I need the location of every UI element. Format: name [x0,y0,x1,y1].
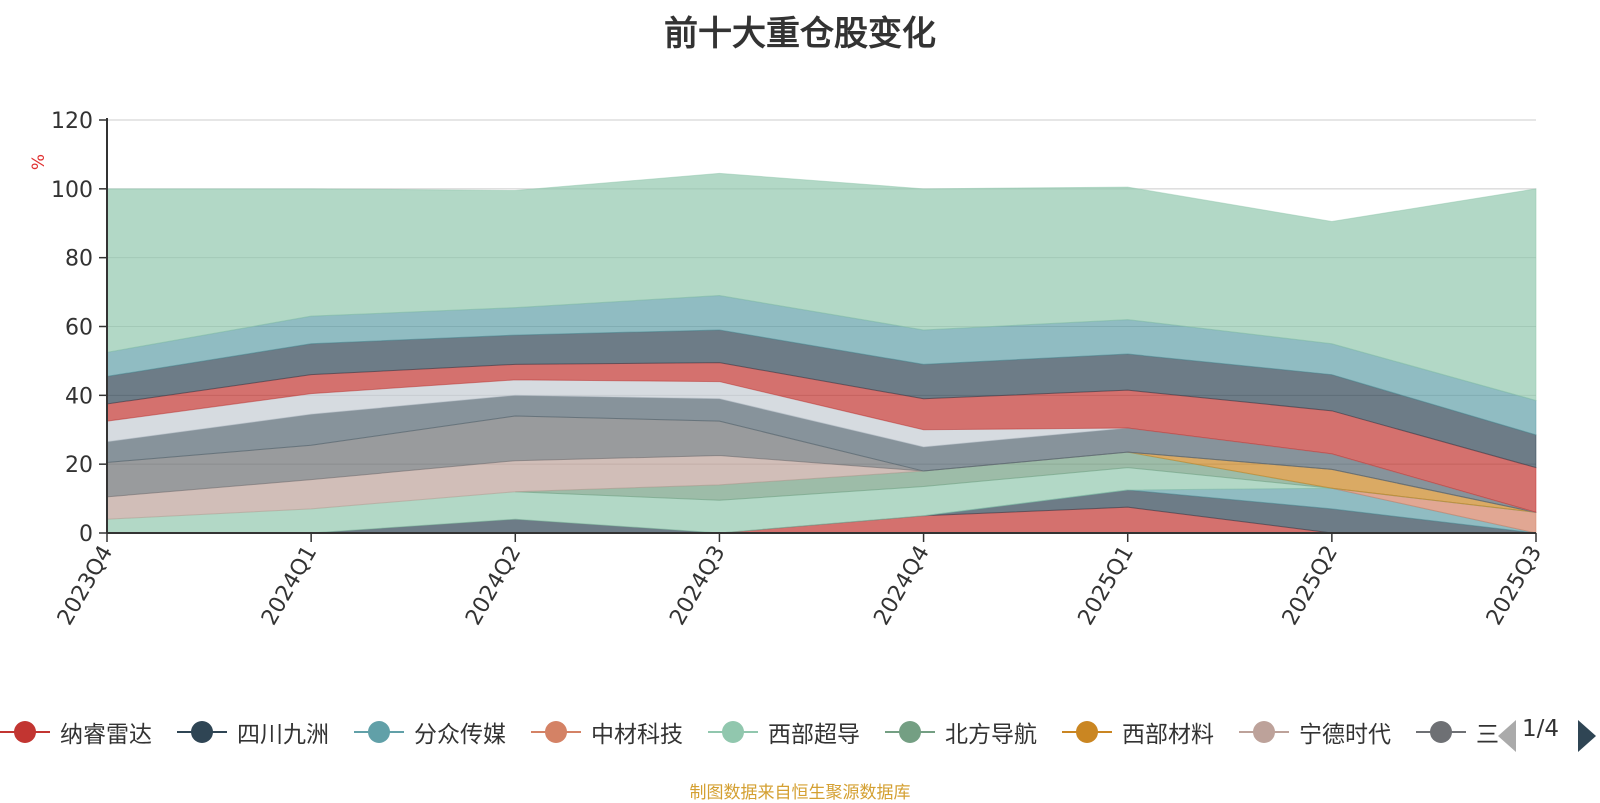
legend-item[interactable]: 西部材料 [1062,712,1214,752]
area-series-14 [106,172,1537,402]
legend-label: 四川九洲 [237,722,329,748]
y-tick-label: 120 [51,109,93,134]
legend-marker-icon [531,720,581,744]
legend-item[interactable]: 中材科技 [531,712,683,752]
x-tick-label: 2024Q3 [665,542,730,630]
x-tick-label: 2025Q3 [1482,542,1547,630]
y-tick-label: 80 [65,247,93,272]
x-tick-label: 2024Q4 [869,542,934,630]
legend-marker-icon [0,720,50,744]
legend-label: 宁德时代 [1299,722,1391,748]
legend-marker-icon [708,720,758,744]
y-tick-label: 100 [51,178,93,203]
x-tick-label: 2023Q4 [53,542,118,630]
legend-page-indicator: 1/4 [1522,716,1560,742]
legend-marker-icon [1062,720,1112,744]
legend-marker-icon [354,720,404,744]
legend-item[interactable]: 三 [1416,712,1499,752]
legend-marker-icon [1239,720,1289,744]
y-tick-label: 40 [65,384,93,409]
y-tick-label: 20 [65,453,93,478]
chart-title: 前十大重仓股变化 [664,14,936,54]
legend-item[interactable]: 西部超导 [708,712,860,752]
y-tick-label: 60 [65,316,93,341]
legend-label: 纳睿雷达 [60,722,152,748]
legend-item[interactable]: 宁德时代 [1239,712,1391,752]
legend-pager: 1/4 [1498,714,1600,752]
x-tick-label: 2025Q2 [1278,542,1343,630]
legend-label: 北方导航 [945,722,1037,748]
legend-marker-icon [885,720,935,744]
legend-label: 三 [1476,722,1499,748]
x-tick-label: 2024Q1 [257,542,322,630]
legend-item[interactable]: 四川九洲 [177,712,329,752]
legend-label: 西部超导 [768,722,860,748]
x-tick-label: 2025Q1 [1074,542,1139,630]
legend-item[interactable]: 纳睿雷达 [0,712,152,752]
legend-item[interactable]: 北方导航 [885,712,1037,752]
legend-label: 中材科技 [591,722,683,748]
y-axis-unit: % [29,154,49,170]
legend-next-arrow-icon[interactable] [1578,720,1596,752]
legend-prev-arrow-icon[interactable] [1498,720,1516,752]
legend-label: 分众传媒 [414,722,506,748]
data-source-note: 制图数据来自恒生聚源数据库 [689,783,911,803]
x-tick-label: 2024Q2 [461,542,526,630]
legend-item[interactable]: 分众传媒 [354,712,506,752]
legend-marker-icon [1416,720,1466,744]
chart-legend: 纳睿雷达 四川九洲 分众传媒 中材科技 西部超导 北方导航 西部材料 宁德时代 三 [0,712,1500,752]
y-tick-label: 0 [79,522,93,547]
legend-marker-icon [177,720,227,744]
legend-label: 西部材料 [1122,722,1214,748]
